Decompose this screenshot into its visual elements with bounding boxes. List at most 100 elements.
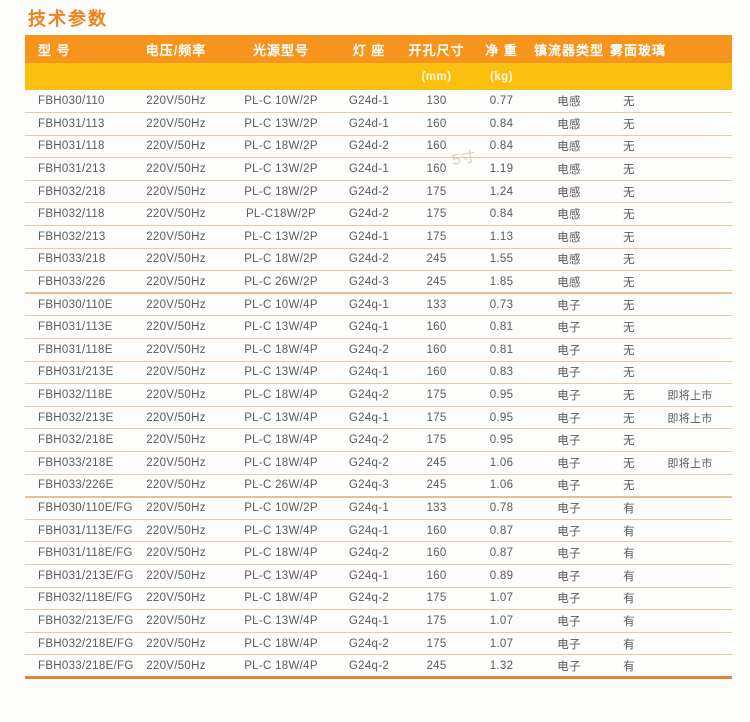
cell-hole: 175 <box>398 632 475 656</box>
table-row: FBH032/118E/FG 220V/50Hz PL-C 18W/4P G24q-2… <box>25 587 732 611</box>
cell-holder: G24q-2 <box>340 428 398 452</box>
cell-holder: G24q-2 <box>340 587 398 611</box>
cell-voltage: 220V/50Hz <box>130 361 222 385</box>
cell-weight: 1.55 <box>475 248 528 272</box>
table-row: FBH031/213E/FG 220V/50Hz PL-C 13W/4P G24q-1… <box>25 564 732 588</box>
cell-note <box>648 202 732 227</box>
cell-source: PL-C 10W/2P <box>222 496 340 520</box>
table-row: FBH033/226E 220V/50Hz PL-C 26W/4P G24q-3 245… <box>25 474 732 498</box>
cell-weight: 0.73 <box>475 293 528 317</box>
cell-holder: G24d-1 <box>340 112 398 136</box>
cell-source: PL-C 13W/4P <box>222 519 340 543</box>
cell-holder: G24q-1 <box>340 293 398 317</box>
cell-model: FBH030/110E <box>25 293 130 317</box>
table-row: FBH032/218E 220V/50Hz PL-C 18W/4P G24q-2 175… <box>25 428 732 452</box>
cell-model: FBH033/218 <box>25 248 130 272</box>
cell-voltage: 220V/50Hz <box>130 474 222 498</box>
table-row: FBH032/213E 220V/50Hz PL-C 13W/4P G24q-1 175… <box>25 406 732 430</box>
column-header-ballast: 镇流器类型 <box>528 35 610 63</box>
column-unit-hole: (mm) <box>398 63 475 90</box>
cell-glass: 无 <box>610 383 648 407</box>
cell-ballast: 电感 <box>528 270 610 295</box>
cell-glass: 无 <box>610 406 648 430</box>
cell-model: FBH031/118E/FG <box>25 541 132 565</box>
cell-voltage: 220V/50Hz <box>130 632 222 656</box>
cell-weight: 1.07 <box>475 587 528 611</box>
cell-hole: 245 <box>398 248 475 272</box>
cell-voltage: 220V/50Hz <box>130 496 222 520</box>
cell-source: PL-C 13W/4P <box>222 609 340 633</box>
cell-voltage: 220V/50Hz <box>130 112 222 136</box>
cell-voltage: 220V/50Hz <box>130 519 222 543</box>
table-row: FBH031/113E 220V/50Hz PL-C 13W/4P G24q-1 160… <box>25 315 732 340</box>
cell-voltage: 220V/50Hz <box>130 90 222 114</box>
cell-holder: G24q-2 <box>340 338 398 362</box>
cell-source: PL-C 18W/4P <box>222 587 340 611</box>
cell-holder: G24q-1 <box>340 315 398 340</box>
cell-source: PL-C 18W/4P <box>222 451 340 475</box>
cell-source: PL-C 18W/2P <box>222 248 340 272</box>
cell-hole: 175 <box>398 406 475 430</box>
table-row: FBH031/118E/FG 220V/50Hz PL-C 18W/4P G24q-2… <box>25 541 732 565</box>
cell-hole: 175 <box>398 202 475 227</box>
cell-ballast: 电感 <box>528 202 610 227</box>
cell-voltage: 220V/50Hz <box>130 654 222 679</box>
cell-voltage: 220V/50Hz <box>130 157 222 181</box>
cell-glass: 有 <box>610 541 648 565</box>
cell-hole: 175 <box>398 428 475 452</box>
cell-weight: 1.24 <box>475 180 528 204</box>
cell-hole: 160 <box>398 361 475 385</box>
cell-holder: G24d-1 <box>340 90 398 114</box>
cell-source: PL-C 10W/2P <box>222 90 340 114</box>
cell-glass: 无 <box>610 202 648 227</box>
table-row: FBH032/218E/FG 220V/50Hz PL-C 18W/4P G24q-2… <box>25 632 732 656</box>
cell-weight: 0.95 <box>475 383 528 407</box>
cell-model: FBH031/213E/FG <box>25 564 133 588</box>
cell-ballast: 电子 <box>528 609 610 633</box>
cell-hole: 160 <box>398 112 475 136</box>
cell-model: FBH031/113 <box>25 112 130 136</box>
cell-ballast: 电感 <box>528 248 610 272</box>
column-header-note <box>648 35 732 63</box>
cell-ballast: 电子 <box>528 474 610 498</box>
cell-glass: 有 <box>610 496 648 520</box>
cell-ballast: 电感 <box>528 112 610 136</box>
cell-source: PL-C 13W/2P <box>222 157 340 181</box>
cell-note <box>648 225 732 249</box>
cell-weight: 0.95 <box>475 428 528 452</box>
cell-voltage: 220V/50Hz <box>130 270 222 295</box>
cell-voltage: 220V/50Hz <box>130 541 222 565</box>
cell-model: FBH031/118 <box>25 135 130 159</box>
cell-source: PL-C 18W/4P <box>222 338 340 362</box>
cell-hole: 175 <box>398 609 475 633</box>
cell-holder: G24q-1 <box>340 496 398 520</box>
cell-source: PL-C 13W/4P <box>222 564 340 588</box>
table-row: FBH032/213E/FG 220V/50Hz PL-C 13W/4P G24q-1… <box>25 609 732 633</box>
cell-glass: 无 <box>610 270 648 295</box>
table-body: FBH030/110 220V/50Hz PL-C 10W/2P G24d-1 130 0… <box>25 90 732 679</box>
cell-glass: 无 <box>610 90 648 114</box>
cell-weight: 0.87 <box>475 519 528 543</box>
catalog-page: 技术参数 型 号电压/频率 光源型号灯 座开孔尺寸净 重镇流器类型 雾面玻璃 (mm… <box>0 9 750 679</box>
cell-ballast: 电感 <box>528 135 610 159</box>
cell-weight: 1.13 <box>475 225 528 249</box>
cell-note <box>648 654 732 679</box>
column-unit-glass <box>610 63 648 90</box>
cell-source: PL-C 18W/4P <box>222 654 340 679</box>
table-row: FBH031/118E 220V/50Hz PL-C 18W/4P G24q-2 160… <box>25 338 732 362</box>
cell-glass: 无 <box>610 451 648 475</box>
cell-holder: G24q-2 <box>340 654 398 679</box>
cell-model: FBH032/218 <box>25 180 130 204</box>
cell-weight: 1.19 <box>475 157 528 181</box>
cell-model: FBH030/110E/FG <box>25 496 132 520</box>
cell-ballast: 电子 <box>528 361 610 385</box>
cell-holder: G24d-2 <box>340 202 398 227</box>
cell-ballast: 电子 <box>528 587 610 611</box>
cell-glass: 无 <box>610 248 648 272</box>
cell-note <box>648 519 732 543</box>
table-row: FBH033/218E/FG 220V/50Hz PL-C 18W/4P G24q-2… <box>25 654 732 679</box>
cell-model: FBH031/113E/FG <box>25 519 132 543</box>
cell-voltage: 220V/50Hz <box>130 135 222 159</box>
cell-glass: 有 <box>610 564 648 588</box>
header-row-labels: 型 号电压/频率 光源型号灯 座开孔尺寸净 重镇流器类型 雾面玻璃 <box>25 35 732 63</box>
